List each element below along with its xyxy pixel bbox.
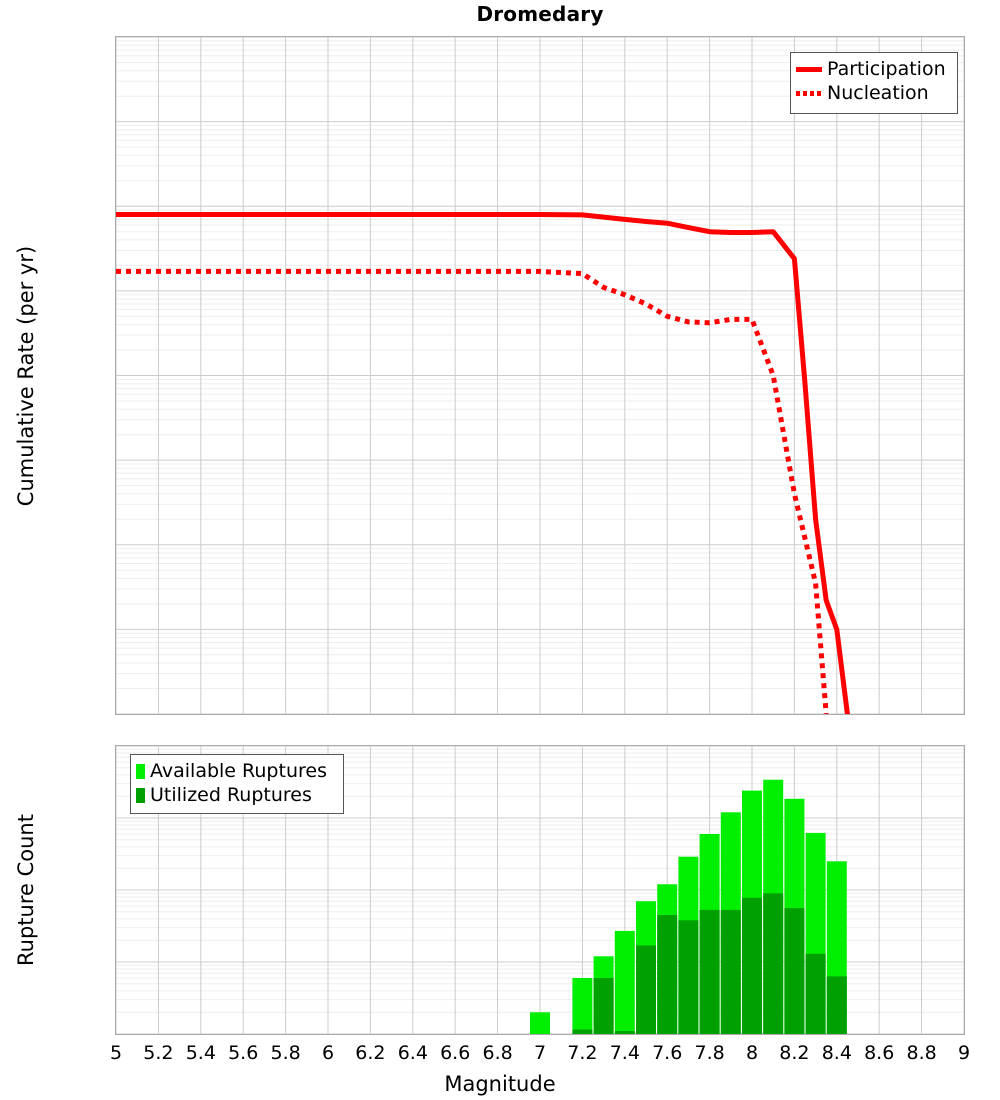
bar-utilized-8.2: [784, 908, 805, 1034]
xtick-5: 5: [109, 1042, 123, 1064]
upper-legend: Participation Nucleation: [790, 52, 958, 114]
legend-label-available-ruptures: Available Ruptures: [150, 760, 327, 782]
bar-utilized-8.4: [826, 976, 847, 1034]
xtick-5.2: 5.2: [143, 1042, 174, 1064]
bar-utilized-7.3: [593, 978, 614, 1034]
bar-utilized-7.5: [636, 945, 656, 1034]
xtick-7.4: 7.4: [609, 1042, 640, 1064]
legend-label-utilized-ruptures: Utilized Ruptures: [150, 784, 312, 806]
series-nucleation: [116, 268, 829, 714]
bar-available-7.4: [614, 930, 635, 1034]
xtick-5.8: 5.8: [270, 1042, 301, 1064]
bar-available-7: [530, 1012, 550, 1034]
xtick-8: 8: [745, 1042, 759, 1064]
solid-line-icon: [796, 66, 822, 72]
page-title: Dromedary: [476, 2, 604, 26]
xtick-7.2: 7.2: [567, 1042, 598, 1064]
xtick-6.2: 6.2: [355, 1042, 386, 1064]
xtick-6.6: 6.6: [440, 1042, 471, 1064]
bar-utilized-8.1: [763, 893, 784, 1034]
x-tick-labels: 5 5.2 5.4 5.6 5.8 6 6.2 6.4 6.6 6.8 7 7.2 7.4 7.6 7.8 8…: [0, 1042, 1000, 1070]
cumulative-rate-plot: [115, 36, 965, 715]
legend-item-utilized-ruptures: Utilized Ruptures: [136, 783, 336, 807]
bar-utilized-7.6: [657, 915, 678, 1034]
xtick-7.6: 7.6: [652, 1042, 683, 1064]
upper-plot-canvas: [116, 37, 964, 714]
available-swatch-icon: [136, 763, 145, 779]
bar-utilized-7.2: [572, 1029, 593, 1034]
rupture-count-plot: [115, 745, 965, 1035]
bar-utilized-7.9: [720, 909, 741, 1034]
xtick-5.4: 5.4: [185, 1042, 216, 1064]
series-participation: [116, 212, 850, 714]
bar-utilized-8.3: [805, 953, 826, 1034]
bar-utilized-7.7: [678, 920, 699, 1034]
xtick-6.8: 6.8: [482, 1042, 513, 1064]
dotted-line-icon: [796, 90, 822, 96]
bar-utilized-8: [742, 897, 762, 1034]
utilized-swatch-icon: [136, 787, 145, 803]
lower-y-axis-title: Rupture Count: [14, 814, 38, 966]
xtick-5.6: 5.6: [228, 1042, 259, 1064]
xtick-8.6: 8.6: [864, 1042, 895, 1064]
xtick-6: 6: [321, 1042, 335, 1064]
legend-item-nucleation: Nucleation: [796, 81, 950, 105]
legend-item-participation: Participation: [796, 57, 950, 81]
xtick-7.8: 7.8: [694, 1042, 725, 1064]
xtick-8.8: 8.8: [906, 1042, 937, 1064]
bar-available-7.2: [572, 978, 593, 1034]
legend-item-available-ruptures: Available Ruptures: [136, 759, 336, 783]
lower-plot-canvas: [116, 746, 964, 1034]
lower-legend: Available Ruptures Utilized Ruptures: [130, 754, 344, 814]
xtick-6.4: 6.4: [397, 1042, 428, 1064]
legend-label-nucleation: Nucleation: [827, 82, 929, 104]
xtick-8.4: 8.4: [821, 1042, 852, 1064]
x-axis-title: Magnitude: [444, 1072, 556, 1096]
xtick-7: 7: [533, 1042, 547, 1064]
xtick-8.2: 8.2: [779, 1042, 810, 1064]
bar-utilized-7.8: [699, 909, 720, 1034]
xtick-9: 9: [957, 1042, 971, 1064]
bar-utilized-7.4: [614, 1031, 635, 1034]
legend-label-participation: Participation: [827, 58, 946, 80]
